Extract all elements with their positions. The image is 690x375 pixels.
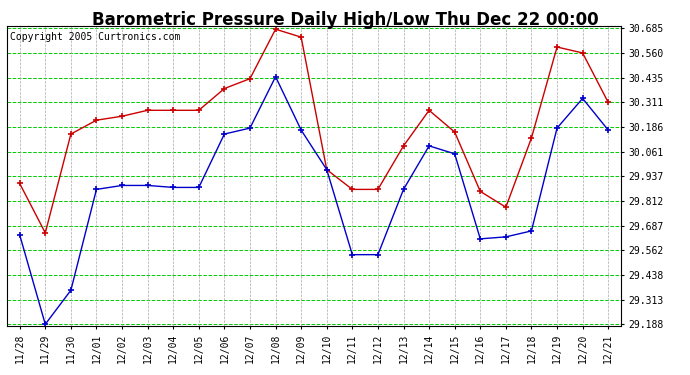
- Text: Barometric Pressure Daily High/Low Thu Dec 22 00:00: Barometric Pressure Daily High/Low Thu D…: [92, 11, 598, 29]
- Text: Copyright 2005 Curtronics.com: Copyright 2005 Curtronics.com: [10, 32, 180, 42]
